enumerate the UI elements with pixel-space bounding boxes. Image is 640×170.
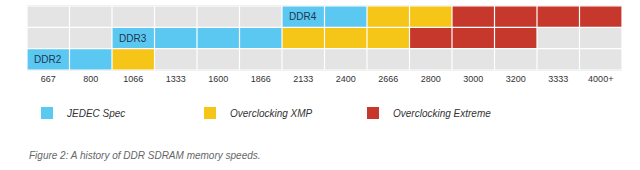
svg-text:800: 800 xyxy=(83,74,98,84)
svg-text:2800: 2800 xyxy=(421,74,441,84)
svg-text:1866: 1866 xyxy=(251,74,271,84)
svg-text:DDR3: DDR3 xyxy=(119,33,147,44)
svg-text:2666: 2666 xyxy=(378,74,398,84)
svg-text:1066: 1066 xyxy=(123,74,143,84)
svg-text:667: 667 xyxy=(41,74,56,84)
svg-text:3200: 3200 xyxy=(506,74,526,84)
svg-text:2133: 2133 xyxy=(293,74,313,84)
svg-text:3000: 3000 xyxy=(463,74,483,84)
svg-text:JEDEC Spec: JEDEC Spec xyxy=(66,108,125,119)
svg-text:3333: 3333 xyxy=(548,74,568,84)
svg-text:1600: 1600 xyxy=(208,74,228,84)
svg-text:2400: 2400 xyxy=(336,74,356,84)
svg-text:DDR4: DDR4 xyxy=(289,11,317,22)
svg-text:4000+: 4000+ xyxy=(588,74,613,84)
svg-text:Overclocking XMP: Overclocking XMP xyxy=(230,108,313,119)
svg-text:DDR2: DDR2 xyxy=(34,54,62,65)
svg-text:Figure 2: A history of DDR SDR: Figure 2: A history of DDR SDRAM memory … xyxy=(29,150,261,161)
svg-text:Overclocking Extreme: Overclocking Extreme xyxy=(393,108,491,119)
svg-text:1333: 1333 xyxy=(166,74,186,84)
